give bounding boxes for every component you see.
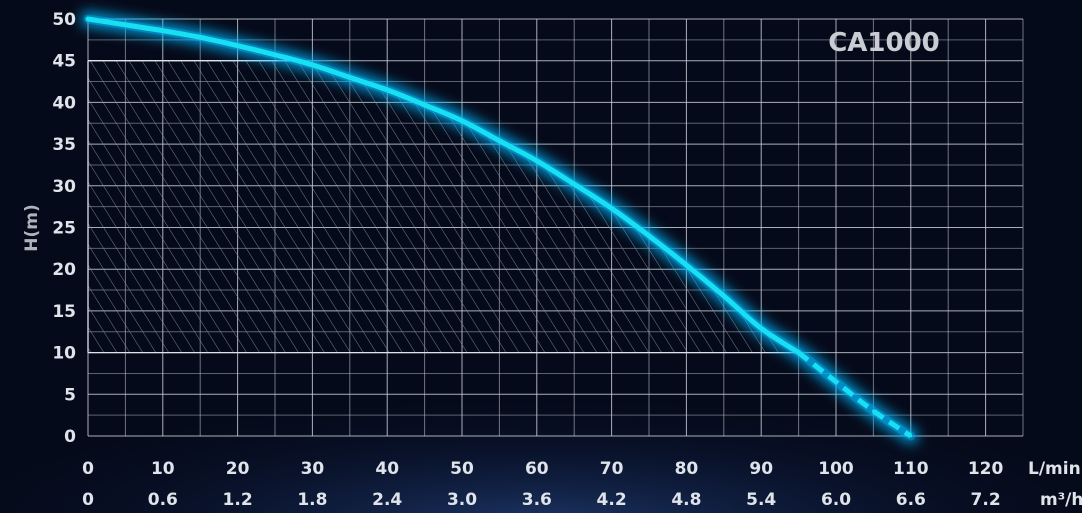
x-tick-label: 80 [675, 459, 699, 479]
x2-tick-label: 0 [82, 490, 94, 510]
x-axis-ticks: 0 10 20 30 40 50 60 70 80 90 100 110 120 [82, 459, 1003, 479]
x2-tick-label: 2.4 [372, 490, 402, 510]
data-point [610, 206, 613, 210]
x-tick-label: 30 [301, 459, 325, 479]
data-point [236, 44, 240, 48]
x2-tick-label: 0.6 [148, 490, 178, 510]
data-point [161, 29, 165, 33]
data-point [273, 53, 277, 57]
y-tick-label: 35 [52, 135, 76, 155]
data-point [423, 103, 426, 107]
data-point [385, 88, 389, 92]
x2-axis-ticks: 0 0.6 1.2 1.8 2.4 3.0 3.6 4.2 4.8 5.4 6.0 6.6 7.2 [82, 490, 1001, 510]
y-tick-label: 25 [52, 219, 76, 239]
x-tick-label: 40 [375, 459, 399, 479]
data-point [722, 294, 726, 298]
data-point [759, 327, 763, 330]
y-axis-ticks: 0 5 10 15 20 25 30 35 40 45 50 [52, 10, 76, 447]
chart-title: CA1000 [828, 28, 940, 58]
x2-tick-label: 4.8 [671, 490, 701, 510]
x2-tick-label: 1.2 [223, 490, 253, 510]
y-tick-label: 45 [52, 52, 76, 72]
x2-tick-label: 6.6 [896, 490, 926, 510]
x-tick-label: 100 [818, 459, 854, 479]
data-point [311, 63, 314, 67]
series-line [80, 11, 919, 444]
y-tick-label: 50 [52, 10, 76, 30]
y-axis-label: H(m) [22, 204, 42, 251]
data-point [498, 139, 501, 143]
data-point [834, 380, 838, 384]
x-tick-label: 90 [749, 459, 773, 479]
x-tick-label: 20 [226, 459, 250, 479]
data-point [797, 351, 800, 354]
x2-tick-label: 4.2 [597, 490, 627, 510]
x-tick-label: 110 [893, 459, 929, 479]
x-axis-label: L/min [1028, 459, 1081, 479]
x-tick-label: 50 [450, 459, 474, 479]
x2-tick-label: 6.0 [821, 490, 851, 510]
x2-axis-label-text: m³/h [1040, 490, 1082, 510]
data-point [872, 409, 875, 413]
x2-tick-label: 3.0 [447, 490, 477, 510]
x2-tick-label: 3.6 [522, 490, 552, 510]
y-tick-label: 0 [64, 427, 76, 447]
x-tick-label: 60 [525, 459, 549, 479]
data-point [198, 35, 202, 39]
x-tick-label: 70 [600, 459, 624, 479]
y-tick-label: 40 [52, 93, 76, 113]
series-line-solid [85, 16, 802, 356]
y-tick-label: 20 [52, 260, 76, 280]
data-point [460, 119, 464, 123]
data-point [86, 17, 90, 21]
x2-axis-label: m³/h [1040, 490, 1082, 510]
data-point [124, 23, 127, 27]
data-point [348, 75, 352, 79]
x2-tick-label: 7.2 [971, 490, 1001, 510]
x-tick-label: 10 [151, 459, 175, 479]
data-point [535, 159, 539, 163]
x-tick-label: 0 [82, 459, 94, 479]
y-tick-label: 15 [52, 302, 76, 322]
series-line-dashed [797, 350, 913, 439]
data-point [647, 234, 651, 238]
y-tick-label: 10 [52, 344, 76, 364]
data-point [909, 434, 913, 438]
x2-tick-label: 5.4 [746, 490, 776, 510]
x2-tick-label: 1.8 [297, 490, 327, 510]
y-tick-label: 5 [64, 385, 76, 405]
x-tick-label: 120 [968, 459, 1004, 479]
data-point [572, 182, 576, 186]
y-tick-label: 30 [52, 177, 76, 197]
data-point [685, 263, 688, 267]
